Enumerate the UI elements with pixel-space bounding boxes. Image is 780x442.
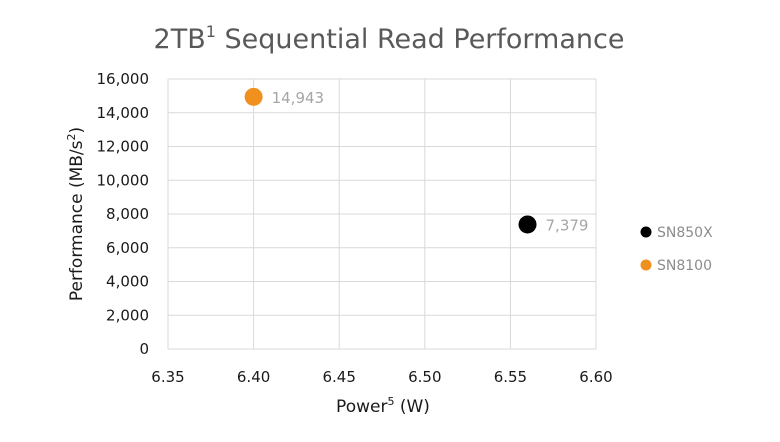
y-axis-label-superscript: 2: [65, 133, 78, 140]
data-point-sn850x: [518, 215, 537, 234]
data-label-sn850x: 7,379: [546, 216, 589, 234]
chart-title: 2TB1 Sequential Read Performance: [154, 22, 625, 55]
data-points: 7,379 14,943: [244, 87, 589, 234]
x-tick-label: 6.35: [151, 368, 184, 386]
y-tick-label: 8,000: [106, 205, 149, 223]
y-tick-label: 0: [139, 340, 149, 358]
y-tick-label: 14,000: [97, 104, 150, 122]
x-tick-label: 6.45: [322, 368, 355, 386]
x-tick-label: 6.40: [237, 368, 270, 386]
x-axis-label-superscript: 5: [387, 395, 394, 408]
y-tick-label: 6,000: [106, 239, 149, 257]
y-tick-label: 16,000: [97, 70, 150, 88]
y-tick-label: 4,000: [106, 273, 149, 291]
legend-label-sn8100: SN8100: [657, 258, 712, 274]
tick-labels: 0 2,000 4,000 6,000 8,000 10,000 12,000 14,000 1…: [97, 70, 613, 386]
gridlines: [167, 78, 597, 350]
x-tick-label: 6.50: [408, 368, 441, 386]
data-point-sn8100: [244, 87, 263, 106]
legend-label-sn850x: SN850X: [657, 225, 713, 241]
x-tick-label: 6.60: [579, 368, 612, 386]
y-tick-label: 2,000: [106, 306, 149, 324]
legend-marker-sn8100: [640, 259, 652, 271]
y-tick-label: 10,000: [97, 171, 150, 189]
legend-marker-sn850x: [640, 226, 652, 238]
title-superscript: 1: [206, 22, 216, 41]
x-tick-label: 6.55: [494, 368, 527, 386]
x-axis-label: Power5 (W): [336, 395, 430, 417]
y-tick-label: 12,000: [97, 138, 150, 156]
legend: SN850X SN8100: [640, 225, 713, 274]
data-label-sn8100: 14,943: [272, 89, 325, 107]
y-axis-label: Performance (MB/s2): [65, 127, 87, 301]
